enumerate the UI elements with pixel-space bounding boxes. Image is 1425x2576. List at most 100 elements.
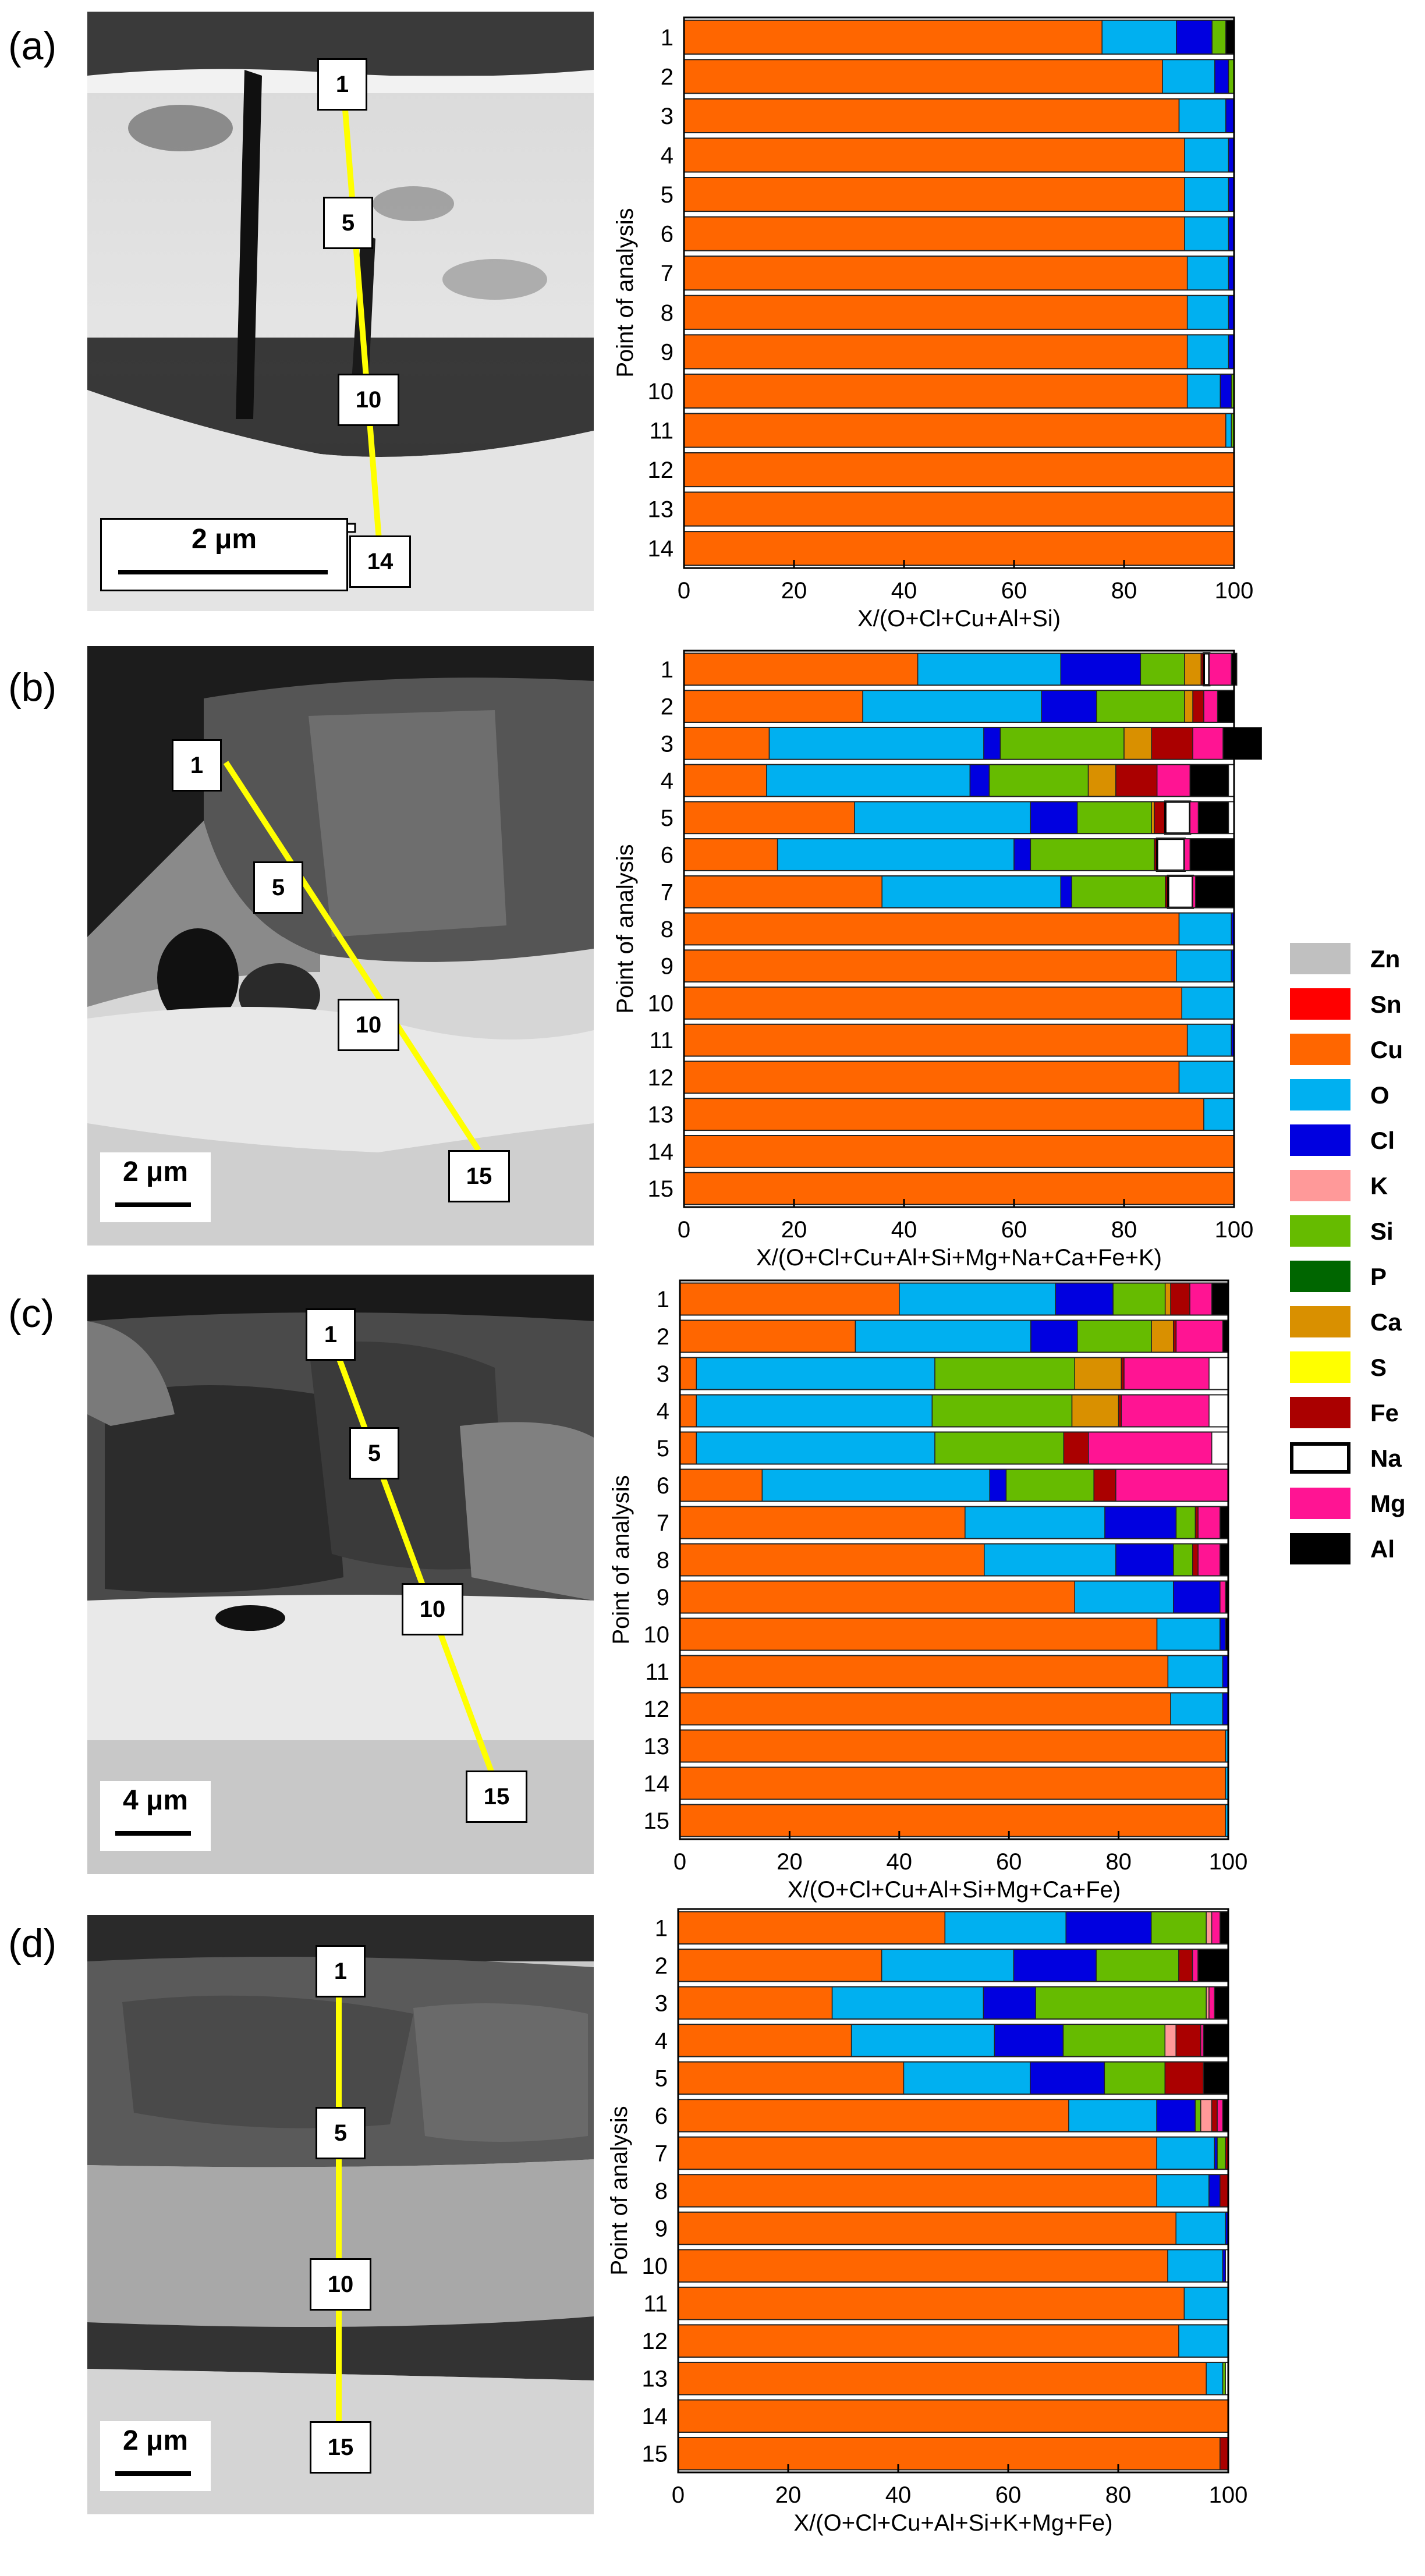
- marker-a-5: 5: [323, 197, 373, 249]
- bar-o-point-13: [1206, 2362, 1224, 2396]
- bar-fe-point-8: [1220, 2174, 1229, 2208]
- bar-al-point-3: [1214, 1986, 1229, 2020]
- bar-cu-point-1: [679, 1282, 900, 1316]
- bar-fe-point-6: [1093, 1468, 1116, 1502]
- y-tick-label: 13: [644, 1734, 670, 1759]
- bar-si-point-2: [1077, 1319, 1152, 1353]
- chart-frame: [683, 16, 1235, 569]
- bar-si-point-6: [1005, 1468, 1094, 1502]
- bar-cu-point-12: [678, 2324, 1179, 2358]
- x-tick-label: 80: [1111, 1217, 1137, 1243]
- legend-label: Fe: [1370, 1399, 1399, 1427]
- bar-cl-point-5: [1030, 801, 1078, 834]
- y-tick-label: 12: [648, 1065, 674, 1091]
- bar-o-point-11: [1186, 1024, 1232, 1057]
- bar-o-point-12: [1178, 1060, 1235, 1094]
- bar-cu-point-1: [683, 652, 919, 686]
- bar-cu-point-15: [683, 1172, 1235, 1205]
- legend-swatch-o: [1290, 1079, 1350, 1110]
- bar-cl-point-7: [1060, 875, 1072, 909]
- bar-cu-point-3: [679, 1357, 697, 1390]
- y-tick-label: 3: [661, 731, 673, 757]
- legend-swatch-zn: [1290, 943, 1350, 974]
- y-tick-label: 2: [661, 64, 673, 90]
- bar-cu-point-3: [678, 1986, 833, 2020]
- bar-o-point-3: [768, 727, 984, 760]
- y-tick-label: 1: [657, 1287, 669, 1312]
- bar-cu-point-5: [683, 801, 855, 834]
- bar-cu-point-12: [679, 1692, 1171, 1726]
- bar-o-point-9: [1186, 334, 1229, 370]
- bar-cu-point-15: [678, 2437, 1221, 2471]
- y-tick-label: 8: [657, 1548, 669, 1573]
- bar-cu-point-1: [683, 19, 1103, 55]
- chart-frame: [679, 1279, 1229, 1840]
- bar-o-point-12: [1178, 2324, 1229, 2358]
- y-tick-label: 13: [642, 2366, 668, 2392]
- bar-cu-point-5: [678, 2061, 905, 2095]
- bar-o-point-12: [1170, 1692, 1224, 1726]
- legend-label: Ca: [1370, 1308, 1402, 1336]
- bar-si-point-6: [1194, 2099, 1201, 2133]
- y-axis-label: Point of analysis: [612, 844, 638, 1013]
- x-tick-label: 60: [1001, 1217, 1027, 1243]
- legend-label: Cu: [1370, 1036, 1403, 1063]
- bar-cu-point-8: [678, 2174, 1157, 2208]
- bar-o-point-6: [1068, 2099, 1157, 2133]
- bar-fe-point-8: [1192, 1543, 1199, 1577]
- legend-item-na: Na: [1290, 1442, 1425, 1489]
- bar-cl-point-1: [1065, 1911, 1152, 1945]
- bar-ca-point-4: [1071, 1394, 1119, 1428]
- y-axis-label: Point of analysis: [612, 208, 638, 377]
- bar-mg-point-8: [1197, 1543, 1221, 1577]
- legend-item-cl: Cl: [1290, 1124, 1425, 1171]
- bar-o-point-2: [1162, 59, 1215, 94]
- bar-al-point-5: [1203, 2061, 1229, 2095]
- bar-cu-point-10: [683, 987, 1182, 1020]
- bar-cu-point-10: [683, 374, 1188, 409]
- bar-cu-point-14: [678, 2399, 1229, 2433]
- bar-fe-point-4: [1175, 2024, 1201, 2057]
- marker-a-1: 1: [317, 58, 367, 111]
- x-tick-label: 20: [781, 578, 807, 604]
- bar-al-point-3: [1222, 727, 1263, 760]
- x-tick-label: 20: [775, 2482, 802, 2508]
- bar-mg-point-4: [1121, 1394, 1210, 1428]
- x-tick-label: 0: [672, 2482, 685, 2508]
- bar-o-point-10: [1186, 374, 1221, 409]
- legend-item-cu: Cu: [1290, 1034, 1425, 1080]
- bar-o-point-10: [1181, 987, 1235, 1020]
- marker-c-10: 10: [402, 1583, 463, 1635]
- bar-si-point-1: [1112, 1282, 1166, 1316]
- bar-o-point-7: [881, 875, 1062, 909]
- bar-k-point-4: [1164, 2024, 1176, 2057]
- legend-swatch-mg: [1290, 1488, 1350, 1519]
- legend-item-al: Al: [1290, 1533, 1425, 1580]
- bar-si-point-5: [1104, 2061, 1166, 2095]
- y-tick-label: 13: [648, 1102, 674, 1128]
- marker-c-15: 15: [466, 1770, 527, 1823]
- bar-o-point-4: [696, 1394, 933, 1428]
- y-tick-label: 7: [661, 261, 673, 286]
- y-tick-label: 5: [661, 806, 673, 831]
- scalebar-line-c: [115, 1831, 191, 1836]
- scalebar-label-b: 2 μm: [122, 1156, 189, 1187]
- y-tick-label: 14: [644, 1771, 670, 1797]
- bar-cu-point-4: [679, 1394, 697, 1428]
- legend-swatch-si: [1290, 1215, 1350, 1247]
- bar-o-point-8: [1156, 2174, 1210, 2208]
- bar-cl-point-8: [1115, 1543, 1174, 1577]
- bar-al-point-1: [1220, 1911, 1229, 1945]
- y-tick-label: 2: [657, 1324, 669, 1350]
- bar-al-point-5: [1197, 801, 1229, 834]
- panel-label-c: (c): [8, 1291, 55, 1336]
- bar-mg-point-3: [1123, 1357, 1210, 1390]
- bar-cu-point-13: [678, 2362, 1207, 2396]
- y-tick-label: 6: [657, 1473, 669, 1499]
- marker-a-10: 10: [338, 374, 399, 426]
- y-tick-label: 1: [661, 25, 673, 51]
- x-tick-label: 40: [891, 578, 917, 604]
- y-tick-label: 9: [661, 954, 673, 980]
- legend-item-p: P: [1290, 1261, 1425, 1307]
- y-tick-label: 2: [661, 694, 673, 720]
